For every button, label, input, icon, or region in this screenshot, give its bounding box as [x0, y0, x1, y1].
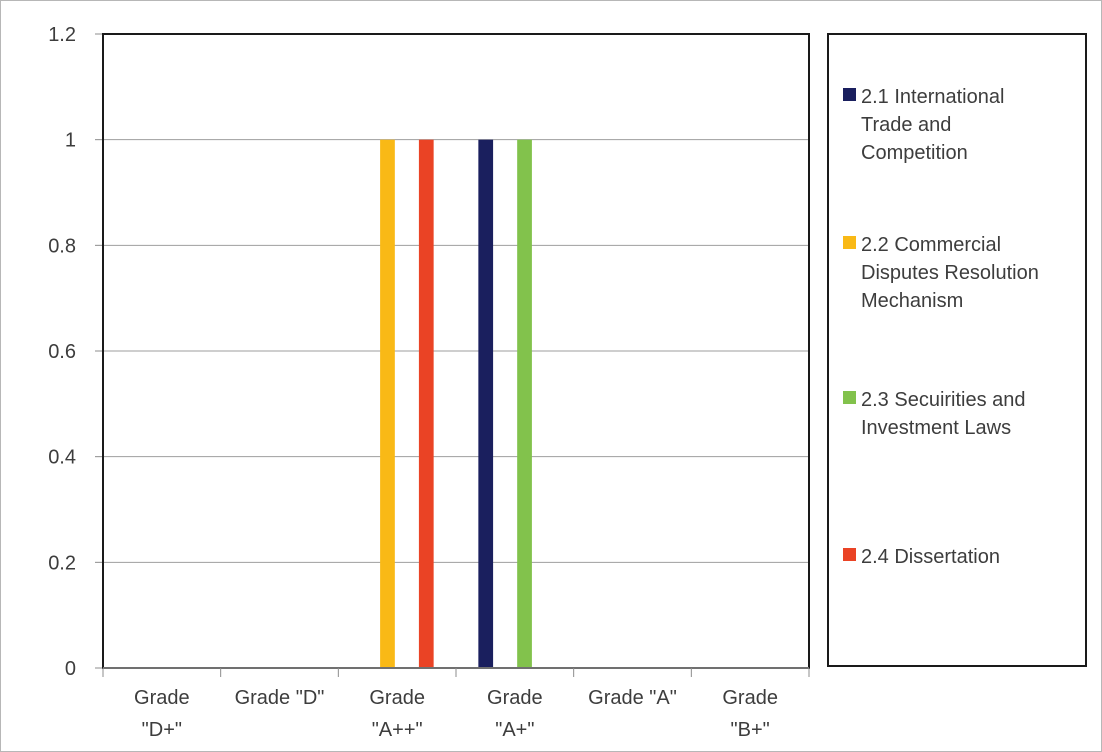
y-tick-label: 1.2 [48, 24, 76, 46]
x-tick-label: Grade [369, 687, 425, 709]
legend-item-dissertation: 2.4 Dissertation [843, 543, 1081, 571]
legend-label-line: Trade and [861, 114, 952, 136]
legend-label: 2.3 Secuirities and Investment Laws [861, 386, 1081, 442]
x-tick-label: "D+" [142, 719, 182, 741]
legend-label-line: 2.4 Dissertation [861, 546, 1000, 568]
legend-label-line: Mechanism [861, 290, 964, 312]
legend-swatch [843, 88, 856, 101]
gridlines [103, 139, 809, 563]
legend-item-international-trade: 2.1 International Trade and Competition [843, 83, 1081, 167]
legend-label: 2.4 Dissertation [861, 543, 1081, 571]
legend-label: 2.1 International Trade and Competition [861, 83, 1081, 167]
legend: 2.1 International Trade and Competition … [827, 33, 1087, 667]
legend-label-line: Disputes Resolution [861, 262, 1039, 284]
y-tick-label: 0.8 [48, 235, 76, 257]
legend-label-line: Competition [861, 142, 968, 164]
y-tick-label: 0.2 [48, 552, 76, 574]
legend-swatch [843, 548, 856, 561]
x-tick-label: "B+" [731, 719, 770, 741]
axes [95, 33, 810, 677]
y-tick-labels: 0 0.2 0.4 0.6 0.8 1 1.2 [48, 24, 76, 680]
x-tick-label: Grade "D" [235, 687, 325, 709]
legend-label-line: Investment Laws [861, 417, 1012, 439]
bar [418, 139, 434, 668]
legend-label: 2.2 Commercial Disputes Resolution Mecha… [861, 231, 1081, 315]
bar [478, 139, 494, 668]
y-tick-label: 0.4 [48, 447, 76, 469]
x-tick-label: Grade "A" [588, 687, 677, 709]
bars [380, 139, 532, 668]
bar [380, 139, 395, 668]
x-tick-label: Grade [722, 687, 778, 709]
legend-label-line: 2.2 Commercial [861, 234, 1002, 256]
legend-swatch [843, 391, 856, 404]
y-tick-label: 0 [65, 658, 76, 680]
x-tick-label: "A++" [372, 719, 423, 741]
legend-swatch [843, 236, 856, 249]
legend-label-line: 2.1 International [861, 86, 1005, 108]
y-tick-label: 1 [65, 130, 76, 152]
legend-item-securities-investment: 2.3 Secuirities and Investment Laws [843, 386, 1081, 442]
legend-item-commercial-disputes: 2.2 Commercial Disputes Resolution Mecha… [843, 231, 1081, 315]
x-tick-label: Grade [487, 687, 543, 709]
x-tick-label: Grade [134, 687, 190, 709]
y-tick-label: 0.6 [48, 341, 76, 363]
legend-label-line: 2.3 Secuirities and [861, 389, 1026, 411]
x-tick-label: "A+" [495, 719, 534, 741]
x-tick-labels: Grade "D+" Grade "D" Grade "A++" Grade "A+" Gra… [134, 687, 778, 741]
bar [517, 139, 532, 668]
